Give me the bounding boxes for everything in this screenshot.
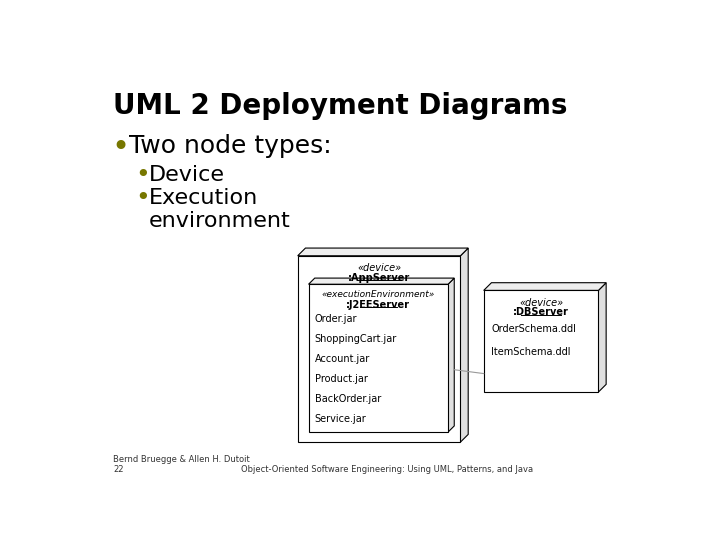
Text: Product.jar: Product.jar: [315, 374, 368, 383]
Text: «executionEnvironment»: «executionEnvironment»: [322, 291, 435, 299]
Text: ItemSchema.ddl: ItemSchema.ddl: [492, 347, 571, 357]
Text: OrderSchema.ddl: OrderSchema.ddl: [492, 325, 576, 334]
Text: UML 2 Deployment Diagrams: UML 2 Deployment Diagrams: [113, 92, 568, 120]
Polygon shape: [309, 278, 454, 284]
Text: :DBServer: :DBServer: [513, 307, 569, 318]
Bar: [484, 291, 598, 392]
Text: •: •: [135, 186, 150, 211]
Text: Order.jar: Order.jar: [315, 314, 357, 323]
Text: Execution
environment: Execution environment: [149, 188, 291, 231]
Text: Bernd Bruegge & Allen H. Dutoit
22: Bernd Bruegge & Allen H. Dutoit 22: [113, 455, 250, 475]
Text: Device: Device: [149, 165, 225, 185]
Bar: [309, 284, 448, 432]
Bar: [297, 256, 461, 442]
Text: Two node types:: Two node types:: [129, 134, 331, 158]
Text: «device»: «device»: [357, 264, 401, 273]
Text: BackOrder.jar: BackOrder.jar: [315, 394, 381, 403]
Text: •: •: [135, 164, 150, 187]
Text: :AppServer: :AppServer: [348, 273, 410, 283]
Text: :J2EEServer: :J2EEServer: [346, 300, 410, 309]
Polygon shape: [598, 283, 606, 392]
Polygon shape: [448, 278, 454, 432]
Polygon shape: [461, 248, 468, 442]
Polygon shape: [484, 283, 606, 291]
Text: Service.jar: Service.jar: [315, 414, 366, 423]
Text: Object-Oriented Software Engineering: Using UML, Patterns, and Java: Object-Oriented Software Engineering: Us…: [241, 465, 534, 475]
Polygon shape: [297, 248, 468, 256]
Text: «device»: «device»: [519, 298, 563, 308]
Text: •: •: [112, 132, 130, 161]
Text: Account.jar: Account.jar: [315, 354, 370, 363]
Text: ShoppingCart.jar: ShoppingCart.jar: [315, 334, 397, 343]
